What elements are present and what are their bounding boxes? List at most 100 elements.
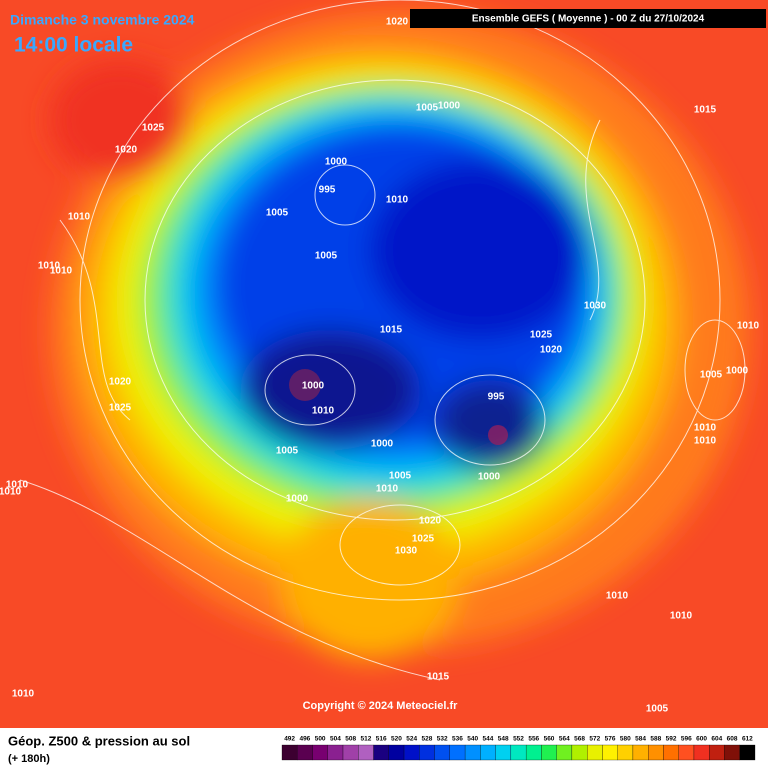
scale-label: 492 (284, 736, 295, 743)
isobar-label: 1005 (416, 103, 439, 114)
scale-cell (724, 744, 740, 761)
isobar-label: 1020 (109, 377, 132, 388)
isobar-label: 1020 (115, 145, 138, 156)
isobar-label: 1000 (371, 439, 394, 450)
scale-label: 576 (605, 736, 616, 743)
scale-cell (419, 744, 435, 761)
scale-cell (342, 744, 359, 761)
scale-label: 588 (650, 736, 661, 743)
scale-label: 528 (422, 736, 433, 743)
scale-cell (358, 744, 374, 761)
isobar-label: 1030 (395, 546, 418, 557)
scale-label: 580 (620, 736, 631, 743)
isobar-label: 1000 (478, 472, 501, 483)
isobar-label: 1025 (412, 534, 435, 545)
scale-cell (587, 744, 603, 761)
scale-label: 568 (574, 736, 585, 743)
scale-label: 540 (467, 736, 478, 743)
scale-cell (525, 744, 542, 761)
isobar-label: 1010 (68, 212, 91, 223)
isobar-label: 1015 (694, 105, 717, 116)
isobar-label: 1020 (386, 17, 409, 28)
scale-label: 572 (589, 736, 600, 743)
isobar-label: 1000 (286, 494, 309, 505)
scale-label: 524 (406, 736, 417, 743)
scale-cell (648, 744, 664, 761)
isobar-label: 1005 (700, 370, 723, 381)
date: Dimanche 3 novembre 2024 (10, 12, 195, 28)
run: Ensemble GEFS ( Moyenne ) - 00 Z du 27/1… (472, 14, 705, 25)
isobars (19, 0, 746, 681)
scale-cell (403, 744, 420, 761)
isobar-label: 1030 (584, 301, 607, 312)
scale-cell (678, 744, 695, 761)
scale-cell (617, 744, 634, 761)
color-scale: 492 496 500 504 508 512 516 520 524 528 532 536 540 5… (281, 736, 756, 761)
isobar-label: 1010 (694, 436, 717, 447)
scale-label: 548 (498, 736, 509, 743)
scale-cell (510, 744, 527, 761)
scale-label: 596 (681, 736, 692, 743)
scale-label: 520 (391, 736, 402, 743)
isobar-label: 1005 (315, 251, 338, 262)
scale-label: 512 (360, 736, 371, 743)
scale-label: 584 (635, 736, 646, 743)
isobar-label: 1005 (389, 471, 412, 482)
isobar-label: 995 (319, 185, 336, 196)
scale-cell (464, 744, 481, 761)
isobar-label: 1010 (50, 266, 73, 277)
scale-cell (663, 744, 679, 761)
scale-label: 536 (452, 736, 463, 743)
scale-cell (541, 744, 557, 761)
isobar-label: 1025 (109, 403, 132, 414)
isobar-label: 1000 (302, 381, 325, 392)
scale-cell (281, 744, 298, 761)
scale-cell (709, 744, 725, 761)
scale-label: 612 (742, 736, 753, 743)
isobar-label: 1010 (376, 484, 399, 495)
scale-cell (495, 744, 512, 761)
isobar-label: 1020 (540, 345, 563, 356)
scale-label: 556 (528, 736, 539, 743)
scale-label: 560 (544, 736, 555, 743)
isobar-label: 1010 (737, 321, 760, 332)
isobar-label: 1025 (142, 123, 165, 134)
scale-label: 532 (437, 736, 448, 743)
isobar-label: 1025 (530, 330, 553, 341)
scale-cell (327, 744, 344, 761)
isobar-label: 1005 (276, 446, 299, 457)
isobar-label: 1010 (0, 487, 22, 498)
isobar-label: 1010 (386, 195, 409, 206)
scale-cell (434, 744, 450, 761)
isobar-label: 1010 (670, 611, 693, 622)
scale-cell (739, 744, 756, 761)
z500-field (0, 0, 768, 728)
copyright: Copyright © 2024 Meteociel.fr (303, 700, 459, 712)
scale-label: 604 (711, 736, 722, 743)
run-box (410, 9, 766, 28)
scale-cell (571, 744, 588, 761)
scale-label: 516 (376, 736, 387, 743)
scale-label: 504 (330, 736, 341, 743)
scale-label: 564 (559, 736, 570, 743)
scale-label: 508 (345, 736, 356, 743)
isobar-label: 1015 (380, 325, 403, 336)
isobar-label: 1005 (646, 704, 669, 715)
isobar-label: 1005 (266, 208, 289, 219)
isobar-label: 1015 (427, 672, 450, 683)
isobar-label: 1020 (419, 516, 442, 527)
scale-label: 608 (727, 736, 738, 743)
isobar-label: 1010 (12, 689, 35, 700)
isobar-label: 995 (488, 392, 505, 403)
scale-cell (297, 744, 313, 761)
scale-cell (373, 744, 389, 761)
isobar-label: 1000 (438, 101, 461, 112)
scale-cell (312, 744, 328, 761)
isobar-label: 1010 (6, 480, 29, 491)
scale-cell (480, 744, 496, 761)
footer-title: Géop. Z500 & pression au sol (8, 733, 190, 748)
scale-cell (449, 744, 466, 761)
scale-cell (632, 744, 649, 761)
